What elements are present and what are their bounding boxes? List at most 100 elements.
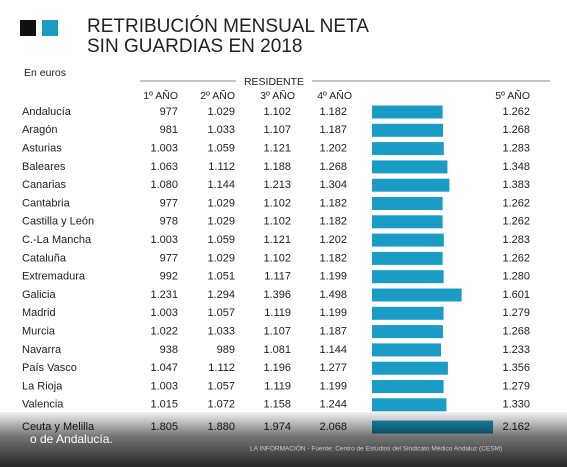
cell-value: 1.081 xyxy=(263,344,291,356)
cell-value: 1.182 xyxy=(319,252,347,264)
bar xyxy=(372,325,443,339)
cell-value: 1.188 xyxy=(263,161,291,173)
cell-value: 1.244 xyxy=(319,399,347,411)
cell-value: 1.003 xyxy=(150,143,178,155)
cell-value: 978 xyxy=(160,216,178,228)
cell-value: 1.498 xyxy=(319,289,347,301)
unit: En euros xyxy=(24,67,66,79)
cell-value: 1.199 xyxy=(319,271,347,283)
cell-value: 1.158 xyxy=(263,399,291,411)
cell-value: 1.213 xyxy=(263,179,291,191)
cell-value: 1.182 xyxy=(319,197,347,209)
cell-value: 1.080 xyxy=(150,179,178,191)
cell-value: 1.233 xyxy=(502,344,530,356)
row-label: Navarra xyxy=(22,344,62,356)
bar xyxy=(372,215,443,229)
bar xyxy=(372,123,443,137)
bar xyxy=(372,142,444,156)
cell-value: 977 xyxy=(160,106,178,118)
cell-value: 1.022 xyxy=(150,326,178,338)
bar xyxy=(372,288,462,302)
cell-value: 989 xyxy=(217,344,235,356)
row-label: Murcia xyxy=(22,326,56,338)
group-header: RESIDENTE xyxy=(244,76,304,88)
cell-value: 1.262 xyxy=(502,216,530,228)
cell-value: 1.029 xyxy=(207,216,235,228)
cell-value: 1.262 xyxy=(502,106,530,118)
cell-value: 1.117 xyxy=(264,271,291,283)
cell-value: 1.396 xyxy=(263,289,291,301)
cell-value: 1.348 xyxy=(502,161,530,173)
cell-value: 1.059 xyxy=(207,234,235,246)
row-label: Madrid xyxy=(22,307,56,319)
cell-value: 1.144 xyxy=(207,179,235,191)
cell-value: 1.182 xyxy=(319,106,347,118)
cell-value: 1.102 xyxy=(263,106,291,118)
cell-value: 1.601 xyxy=(502,289,530,301)
cell-value: 1.003 xyxy=(150,307,178,319)
cell-value: 938 xyxy=(160,344,178,356)
bar xyxy=(372,251,443,265)
row-label: Cataluña xyxy=(22,252,67,264)
cell-value: 1.187 xyxy=(319,124,347,136)
row-label: Castilla y León xyxy=(22,216,94,228)
logo-blue xyxy=(42,20,58,36)
cell-value: 1.033 xyxy=(207,124,235,136)
cell-value: 992 xyxy=(160,271,178,283)
cell-value: 1.262 xyxy=(502,252,530,264)
cell-value: 1.294 xyxy=(207,289,235,301)
cell-value: 1.280 xyxy=(502,271,530,283)
row-label: Asturias xyxy=(22,143,62,155)
title-line: RETRIBUCIÓN MENSUAL NETA xyxy=(87,15,369,37)
bar xyxy=(372,105,443,119)
column-header: 1º AÑO xyxy=(143,89,178,102)
row-label: La Rioja xyxy=(22,380,63,392)
cell-value: 1.330 xyxy=(502,399,530,411)
cell-value: 1.107 xyxy=(263,326,291,338)
cell-value: 1.279 xyxy=(502,307,530,319)
column-header: 2º AÑO xyxy=(200,89,235,102)
row-label: Baleares xyxy=(22,161,66,173)
row-label: Cantabria xyxy=(22,197,71,209)
column-header: 4º AÑO xyxy=(317,89,352,102)
row-label: Aragón xyxy=(22,124,57,136)
cell-value: 1.199 xyxy=(319,380,347,392)
row-label: Andalucía xyxy=(22,106,72,118)
cell-value: 1.057 xyxy=(207,307,235,319)
cell-value: 1.063 xyxy=(150,161,178,173)
cell-value: 1.029 xyxy=(207,197,235,209)
cell-value: 1.029 xyxy=(207,106,235,118)
cell-value: 1.072 xyxy=(207,399,235,411)
cell-value: 1.383 xyxy=(502,179,530,191)
cell-value: 1.231 xyxy=(150,289,178,301)
cell-value: 1.102 xyxy=(263,216,291,228)
cell-value: 1.003 xyxy=(150,380,178,392)
cell-value: 1.268 xyxy=(319,161,347,173)
bar xyxy=(372,306,444,320)
bar xyxy=(372,197,443,210)
bar xyxy=(372,178,450,192)
cell-value: 1.121 xyxy=(263,143,291,155)
cell-value: 1.029 xyxy=(207,252,235,264)
bar xyxy=(372,233,444,247)
cell-value: 1.112 xyxy=(208,362,235,374)
cell-value: 1.187 xyxy=(319,326,347,338)
row-label: Galicia xyxy=(22,289,57,301)
cell-value: 1.047 xyxy=(150,362,178,374)
source: LA INFORMACIÓN - Fuente: Centro de Estud… xyxy=(250,444,502,453)
cell-value: 1.107 xyxy=(263,124,291,136)
bar xyxy=(372,380,444,393)
bar xyxy=(372,270,444,284)
cell-value: 977 xyxy=(160,252,178,264)
row-label: Valencia xyxy=(22,399,64,411)
cell-value: 1.283 xyxy=(502,143,530,155)
cell-value: 1.119 xyxy=(264,380,291,392)
row-label: Extremadura xyxy=(22,271,86,283)
cell-value: 1.277 xyxy=(319,362,347,374)
cell-value: 1.102 xyxy=(263,252,291,264)
caption: o de Andalucía. xyxy=(30,432,113,446)
column-header: 3º AÑO xyxy=(260,89,295,102)
cell-value: 1.268 xyxy=(502,124,530,136)
overlay xyxy=(0,412,567,467)
